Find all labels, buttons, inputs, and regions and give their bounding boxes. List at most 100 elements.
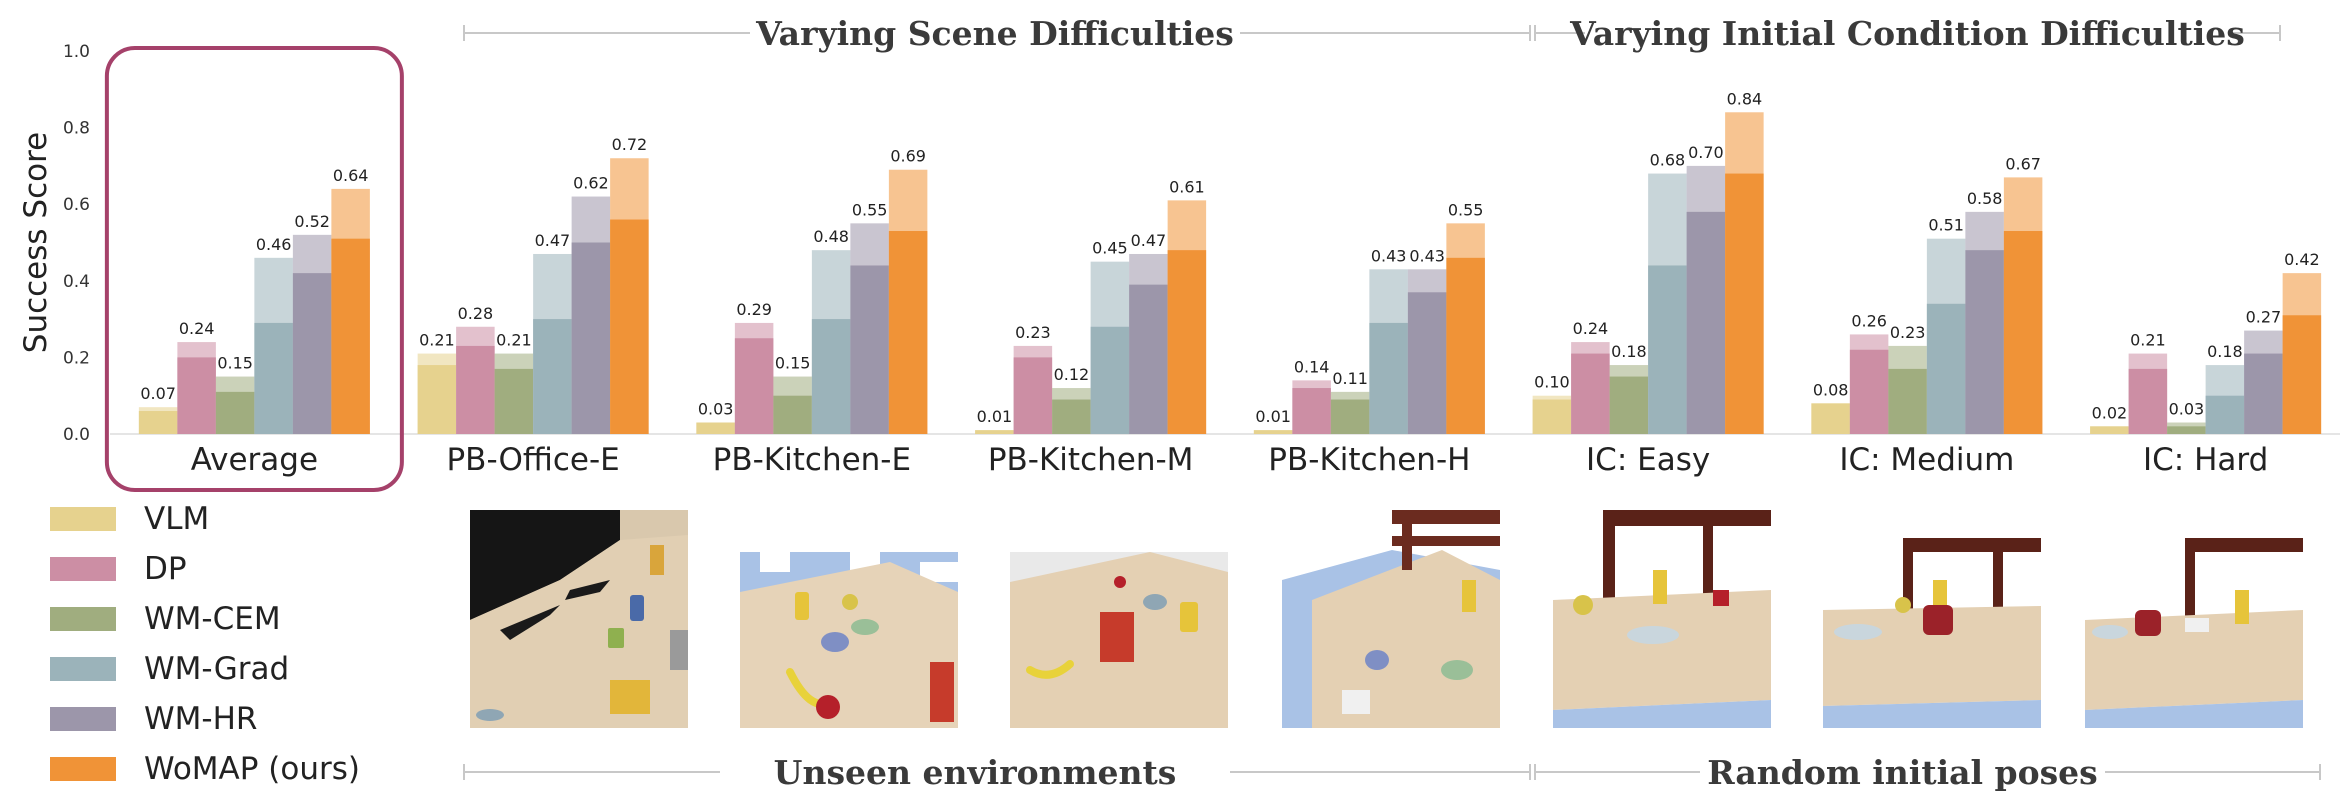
- bar-inner: [1725, 173, 1764, 434]
- legend-swatch: [50, 757, 116, 781]
- bar-inner: [888, 231, 928, 434]
- bar-value-label: 0.07: [140, 384, 176, 403]
- bar-value-label: 0.14: [1294, 357, 1330, 376]
- kitchen-hard-scene-thumbnail: [1282, 510, 1500, 728]
- legend-swatch: [50, 607, 116, 631]
- ic-hard-scene-thumbnail: [2085, 510, 2303, 728]
- bar-value-label: 0.55: [1448, 200, 1484, 219]
- category-label: Average: [191, 442, 318, 478]
- category-label: PB-Office-E: [446, 442, 619, 478]
- bar-value-label: 0.46: [256, 235, 292, 254]
- bar-value-label: 0.84: [1727, 89, 1763, 108]
- legend-swatch: [50, 707, 116, 731]
- y-axis-label: Success Score: [18, 132, 54, 353]
- bar-value-label: 0.48: [813, 227, 849, 246]
- bar-inner: [2205, 395, 2245, 434]
- y-tick-label: 0.4: [63, 272, 90, 292]
- bar-inner: [1292, 388, 1331, 434]
- bar-inner: [1926, 303, 1966, 434]
- category-label: IC: Medium: [1839, 442, 2014, 478]
- y-tick-label: 0.2: [63, 348, 90, 368]
- bar-value-label: 0.15: [217, 354, 253, 373]
- bar-inner: [1369, 322, 1408, 434]
- bar-value-label: 0.01: [977, 407, 1013, 426]
- bar-value-label: 0.61: [1169, 177, 1205, 196]
- legend-item: VLM: [50, 494, 450, 544]
- bar-value-label: 0.51: [1928, 216, 1964, 235]
- bar-inner: [2128, 368, 2168, 434]
- y-tick-label: 1.0: [63, 42, 90, 62]
- bar-inner: [1052, 399, 1091, 434]
- kitchen-easy-scene-thumbnail: [740, 552, 958, 728]
- bottom-section-label: Random initial poses: [1707, 753, 2098, 792]
- kitchen-medium-scene-thumbnail: [1010, 552, 1228, 728]
- bar-value-label: 0.72: [612, 135, 648, 154]
- legend-item: WM-CEM: [50, 594, 450, 644]
- category-label: IC: Hard: [2143, 442, 2268, 478]
- bar-value-label: 0.24: [1573, 319, 1609, 338]
- bar-value-label: 0.21: [2130, 331, 2166, 350]
- bar-value-label: 0.64: [333, 166, 369, 185]
- office-scene-thumbnail: [470, 510, 688, 728]
- legend: VLM DP WM-CEM WM-Grad WM-HR WoMAP (ours): [50, 494, 450, 794]
- bar-inner: [1167, 250, 1207, 434]
- bar-inner: [2282, 315, 2322, 434]
- bar-inner: [773, 395, 812, 434]
- bar-value-label: 0.03: [698, 400, 734, 419]
- legend-label: DP: [144, 551, 187, 587]
- legend-item: WM-Grad: [50, 644, 450, 694]
- bar-value-label: 0.28: [458, 304, 494, 323]
- bar-inner: [1090, 326, 1130, 434]
- legend-label: WM-Grad: [144, 651, 290, 687]
- legend-item: WoMAP (ours): [50, 744, 450, 794]
- bar-value-label: 0.68: [1650, 151, 1686, 170]
- bar-value-label: 0.18: [2207, 342, 2243, 361]
- bar-inner: [1965, 250, 2004, 434]
- bar-inner: [2090, 426, 2129, 434]
- bar-inner: [2167, 426, 2206, 434]
- legend-label: WoMAP (ours): [144, 751, 361, 787]
- bar-value-label: 0.15: [775, 354, 811, 373]
- bar-inner: [1571, 353, 1610, 434]
- bar-inner: [215, 391, 255, 434]
- bar-value-label: 0.62: [573, 174, 609, 193]
- legend-label: VLM: [144, 501, 210, 537]
- bar-value-label: 0.70: [1688, 143, 1724, 162]
- highlight-box: [104, 46, 404, 492]
- bar-value-label: 0.58: [1967, 189, 2003, 208]
- bar-value-label: 0.45: [1092, 239, 1128, 258]
- bar-inner: [1330, 399, 1370, 434]
- bar-inner: [696, 422, 735, 434]
- ic-medium-scene-thumbnail: [1823, 510, 2041, 728]
- bar-value-label: 0.47: [535, 231, 571, 250]
- bar-value-label: 0.52: [294, 212, 330, 231]
- category-label: PB-Kitchen-H: [1268, 442, 1470, 478]
- bar-inner: [811, 319, 851, 434]
- top-section-label: Varying Scene Difficulties: [755, 14, 1234, 53]
- bar-inner: [1609, 376, 1649, 434]
- bar-inner: [456, 345, 495, 434]
- bar-value-label: 0.29: [736, 300, 772, 319]
- bar-inner: [850, 265, 889, 434]
- y-tick-label: 0.0: [63, 425, 90, 445]
- bar-inner: [292, 273, 332, 434]
- y-tick-label: 0.6: [63, 195, 90, 215]
- bar-value-label: 0.55: [852, 200, 888, 219]
- bar-value-label: 0.12: [1054, 365, 1090, 384]
- bar-inner: [494, 368, 534, 434]
- top-section-label: Varying Initial Condition Difficulties: [1569, 14, 2245, 53]
- bar-value-label: 0.42: [2284, 250, 2320, 269]
- bar-value-label: 0.69: [890, 147, 926, 166]
- bar-value-label: 0.43: [1371, 246, 1407, 265]
- bar-value-label: 0.47: [1131, 231, 1167, 250]
- bar-inner: [1648, 265, 1687, 434]
- bar-value-label: 0.11: [1332, 369, 1368, 388]
- y-tick-label: 0.8: [63, 119, 90, 139]
- bar-value-label: 0.02: [2092, 403, 2128, 422]
- legend-item: DP: [50, 544, 450, 594]
- bar-value-label: 0.18: [1611, 342, 1647, 361]
- bar-inner: [975, 430, 1014, 434]
- legend-swatch: [50, 507, 116, 531]
- bottom-section-label: Unseen environments: [774, 753, 1177, 792]
